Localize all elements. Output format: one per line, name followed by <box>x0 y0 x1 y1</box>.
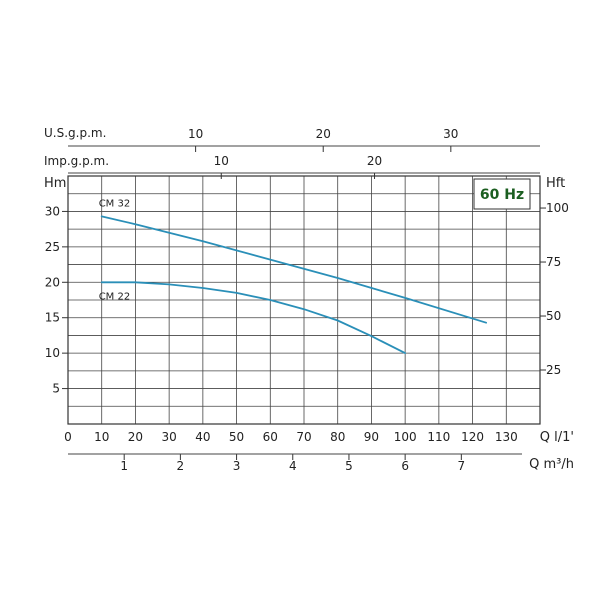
bottom-tick-label: 100 <box>394 430 417 444</box>
bottom-tick-label: 40 <box>195 430 210 444</box>
right-tick-label: 100 <box>546 201 569 215</box>
series-curve-cm-32 <box>100 215 487 324</box>
lmin-axis-unit: Q l/1' <box>540 430 574 445</box>
m3h-tick-label: 2 <box>177 459 185 473</box>
bottom-tick-label: 60 <box>263 430 278 444</box>
series-curve-cm-22 <box>100 281 406 354</box>
left-tick-label: 5 <box>52 382 60 396</box>
plot-frame <box>67 175 541 425</box>
usgpm-axis-title: U.S.g.p.m. <box>44 126 106 140</box>
bottom-tick-label: 90 <box>364 430 379 444</box>
m3h-tick-label: 1 <box>120 459 128 473</box>
left-tick-label: 15 <box>45 311 60 325</box>
right-tick-label: 75 <box>546 255 561 269</box>
bottom-tick-label: 120 <box>461 430 484 444</box>
series-label: CM 32 <box>99 198 131 209</box>
m3h-axis-unit: Q m³/h <box>529 457 574 472</box>
m3h-tick-label: 6 <box>401 459 409 473</box>
bottom-tick-label: 70 <box>296 430 311 444</box>
usgpm-tick-label: 20 <box>316 127 331 141</box>
impgpm-tick-label: 20 <box>367 154 382 168</box>
bottom-tick-label: 50 <box>229 430 244 444</box>
left-axis-title: Hm <box>44 176 66 191</box>
impgpm-axis-title: Imp.g.p.m. <box>44 154 109 168</box>
bottom-tick-label: 30 <box>162 430 177 444</box>
impgpm-axis: Imp.g.p.m. <box>44 154 540 174</box>
series-curves: CM 32 CM 22 <box>99 198 487 354</box>
left-tick-label: 25 <box>45 240 60 254</box>
series-label: CM 22 <box>99 291 131 302</box>
usgpm-axis: U.S.g.p.m. <box>44 126 540 147</box>
left-tick-label: 30 <box>45 204 60 218</box>
frequency-badge: 60 Hz <box>473 178 531 210</box>
usgpm-tick-label: 30 <box>443 127 458 141</box>
right-tick-label: 25 <box>546 363 561 377</box>
impgpm-tick-label: 10 <box>214 154 229 168</box>
bottom-tick-label: 0 <box>64 430 72 444</box>
bottom-tick-label: 80 <box>330 430 345 444</box>
frequency-badge-box <box>473 178 531 210</box>
usgpm-tick-label: 10 <box>188 127 203 141</box>
left-tick-label: 20 <box>45 275 60 289</box>
m3h-tick-label: 7 <box>458 459 466 473</box>
frequency-badge-label: 60 Hz <box>480 187 524 203</box>
m3h-tick-label: 4 <box>289 459 297 473</box>
bottom-tick-label: 130 <box>495 430 518 444</box>
bottom-tick-label: 110 <box>427 430 450 444</box>
right-axis-title: Hft <box>546 176 565 191</box>
chart-grid <box>68 176 540 424</box>
left-tick-label: 10 <box>45 346 60 360</box>
m3h-tick-label: 5 <box>345 459 353 473</box>
right-tick-label: 50 <box>546 309 561 323</box>
bottom-tick-label: 20 <box>128 430 143 444</box>
bottom-tick-label: 10 <box>94 430 109 444</box>
m3h-tick-label: 3 <box>233 459 241 473</box>
